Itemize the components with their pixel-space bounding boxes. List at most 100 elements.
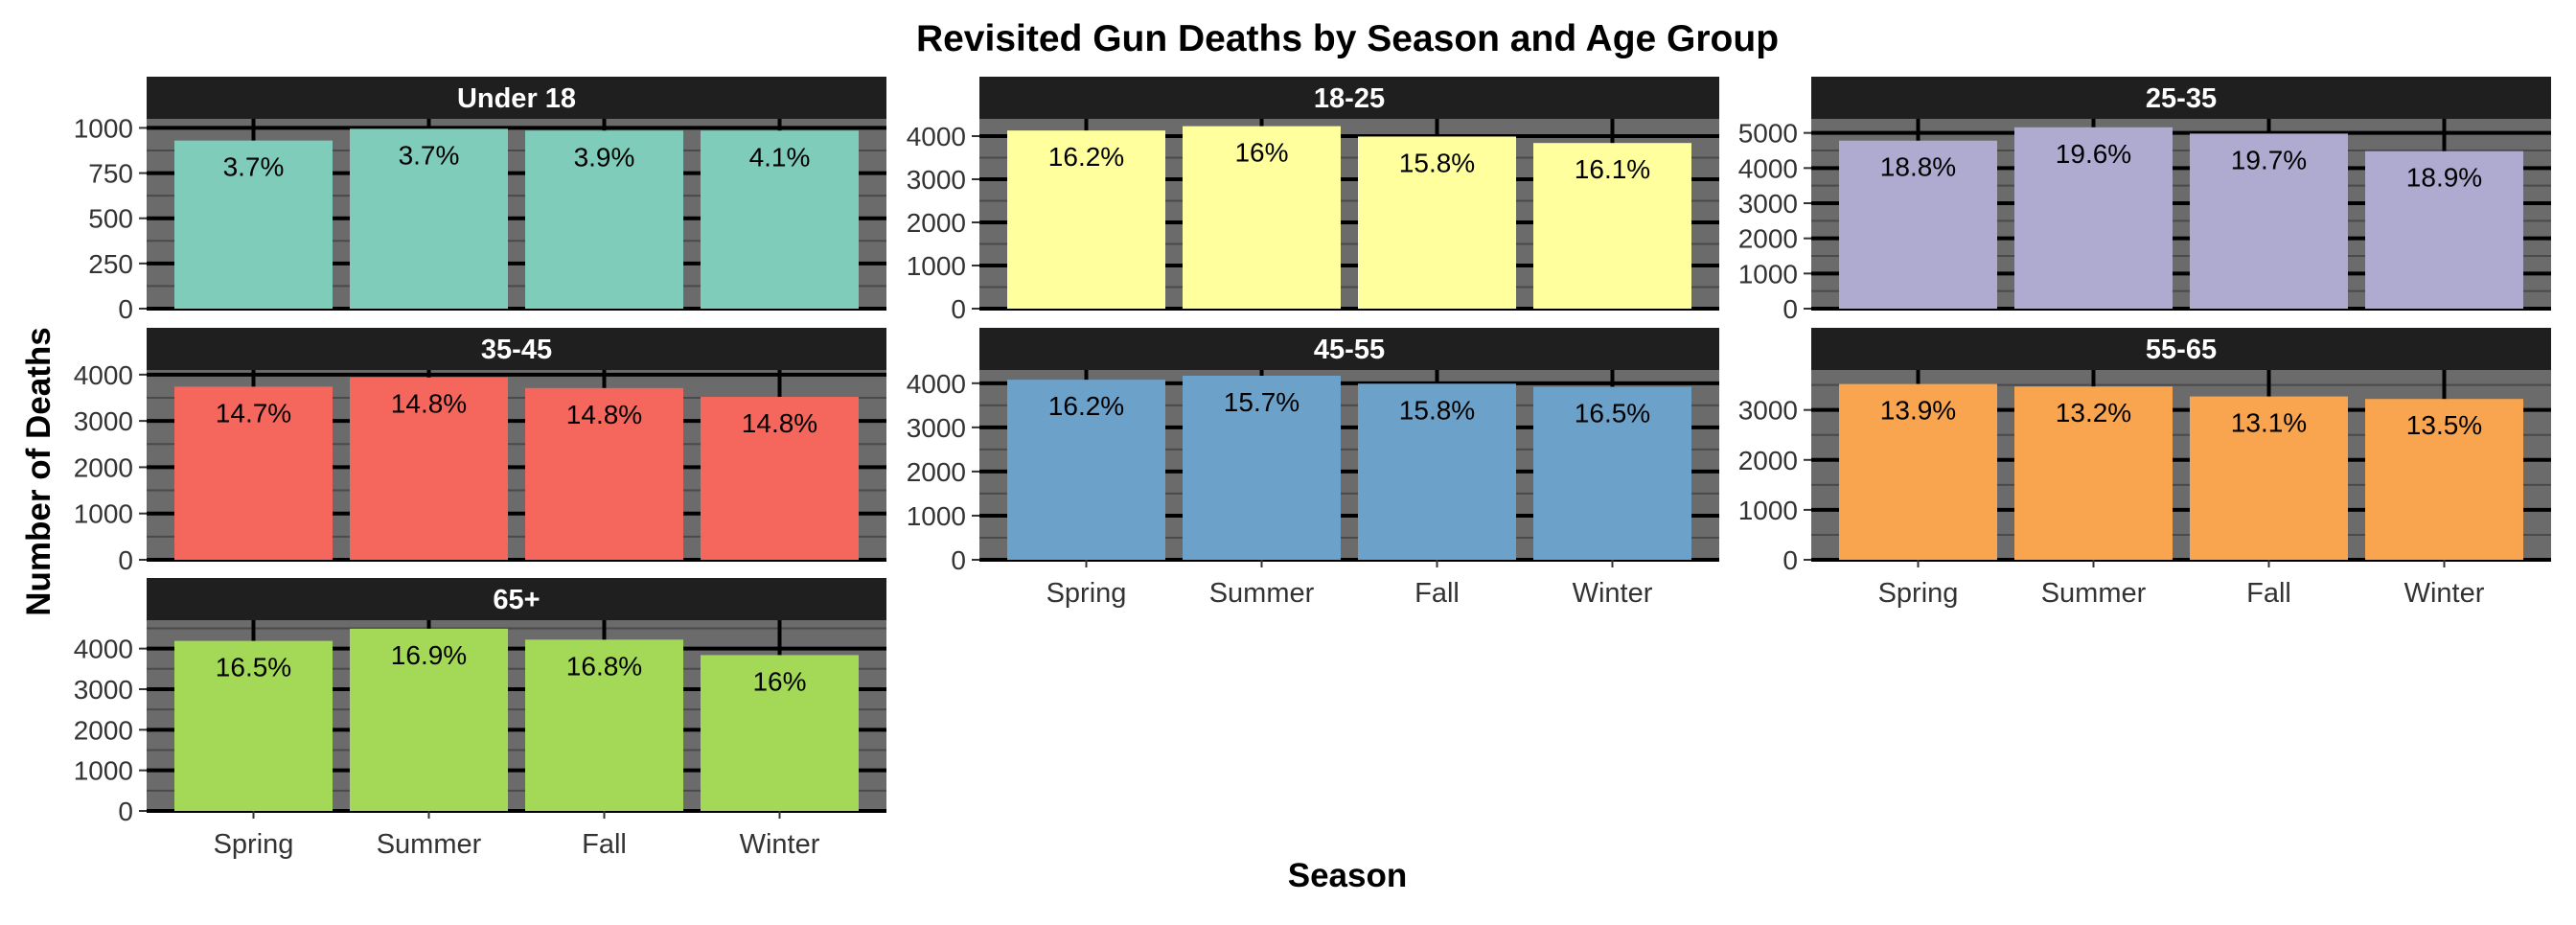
bar-65-winter (701, 655, 859, 811)
data-label: 16% (752, 666, 806, 696)
x-tick-label: Fall (1414, 578, 1460, 609)
y-tick-label: 0 (1782, 545, 1798, 575)
y-tick-label: 4000 (74, 635, 133, 664)
x-tick-label: Summer (2041, 578, 2147, 609)
y-tick-label: 2000 (907, 208, 966, 238)
y-tick-label: 1000 (907, 251, 966, 281)
bar-25-35-fall (2190, 133, 2348, 309)
y-tick-label: 3000 (907, 165, 966, 195)
x-axis-title: Season (1288, 857, 1408, 894)
data-label: 15.8% (1399, 395, 1475, 425)
facet-45-55: 45-55 0 1000 2000 3000 4000 16.2% 15.7% 15.8% 16.… (907, 328, 1719, 609)
data-label: 14.8% (742, 408, 817, 438)
bar-65-fall (525, 639, 683, 811)
facet-strip (147, 328, 886, 370)
y-tick-label: 2000 (907, 457, 966, 487)
bar-under-18-winter (701, 130, 859, 309)
y-tick-label: 0 (951, 545, 966, 575)
bar-25-35-summer (2014, 127, 2173, 309)
chart-title: Revisited Gun Deaths by Season and Age G… (916, 18, 1779, 59)
data-label: 13.1% (2231, 408, 2307, 438)
facet-title: 25-35 (2146, 83, 2217, 114)
facet-panels: Under 18 0 250 500 750 1000 3.7% 3.7% 3.9% 4.1% 18… (74, 77, 2551, 860)
y-tick-label: 3000 (74, 406, 133, 436)
x-tick-label: Summer (1209, 578, 1315, 609)
y-tick-label: 4000 (1738, 153, 1798, 183)
data-label: 16.5% (1575, 398, 1650, 428)
y-tick-label: 2000 (74, 715, 133, 745)
bar-65-summer (350, 628, 508, 811)
bar-65-spring (174, 640, 333, 811)
data-label: 14.8% (566, 400, 642, 429)
facet-65: 65+ 0 1000 2000 3000 4000 16.5% 16.9% 16.8% 16% Sp… (74, 578, 886, 860)
y-tick-label: 1000 (74, 499, 133, 529)
bar-25-35-winter (2365, 150, 2523, 309)
y-tick-label: 4000 (907, 369, 966, 399)
facet-title: Under 18 (457, 83, 576, 114)
y-tick-label: 1000 (74, 756, 133, 786)
facet-strip (147, 77, 886, 119)
data-label: 3.7% (223, 152, 285, 182)
y-tick-label: 0 (118, 545, 133, 575)
data-label: 16.8% (566, 651, 642, 681)
y-tick-label: 3000 (907, 413, 966, 443)
bar-18-25-spring (1007, 130, 1165, 309)
data-label: 13.5% (2406, 410, 2482, 440)
y-tick-label: 2000 (1738, 224, 1798, 254)
facet-55-65: 55-65 0 1000 2000 3000 13.9% 13.2% 13.1% 13.5% Sp… (1738, 328, 2551, 609)
bar-under-18-spring (174, 140, 333, 309)
y-tick-label: 0 (118, 294, 133, 324)
data-label: 14.7% (216, 398, 291, 428)
facet-strip (979, 77, 1719, 119)
bar-under-18-fall (525, 130, 683, 309)
x-tick-label: Winter (2404, 578, 2485, 609)
facet-title: 35-45 (481, 335, 552, 365)
y-tick-label: 3000 (1738, 396, 1798, 426)
y-tick-label: 1000 (74, 113, 133, 143)
bar-18-25-winter (1533, 143, 1691, 309)
data-label: 3.9% (574, 142, 635, 172)
y-tick-label: 1000 (1738, 496, 1798, 525)
data-label: 18.9% (2406, 163, 2482, 193)
y-tick-label: 4000 (74, 360, 133, 390)
facet-strip (147, 578, 886, 620)
data-label: 16% (1234, 138, 1288, 168)
y-tick-label: 3000 (74, 675, 133, 705)
data-label: 16.9% (391, 640, 467, 670)
bar-55-65-summer (2014, 386, 2173, 560)
data-label: 13.9% (1880, 396, 1956, 426)
y-tick-label: 0 (1782, 294, 1798, 324)
x-tick-label: Winter (1573, 578, 1653, 609)
x-tick-label: Fall (2246, 578, 2291, 609)
facet-strip (979, 328, 1719, 370)
x-tick-label: Fall (582, 829, 627, 860)
data-label: 3.7% (399, 140, 460, 170)
bar-45-55-spring (1007, 380, 1165, 560)
bar-55-65-fall (2190, 396, 2348, 560)
facet-title: 55-65 (2146, 335, 2217, 365)
data-label: 4.1% (749, 142, 811, 172)
data-label: 15.7% (1224, 387, 1300, 417)
bar-55-65-winter (2365, 399, 2523, 560)
bar-35-45-spring (174, 386, 333, 560)
y-tick-label: 750 (88, 159, 133, 189)
facet-18-25: 18-25 0 1000 2000 3000 4000 16.2% 16% 15.8% 16.1% (907, 77, 1719, 324)
y-tick-label: 1000 (1738, 259, 1798, 289)
x-tick-label: Spring (214, 829, 294, 860)
y-tick-label: 0 (118, 797, 133, 826)
y-tick-label: 500 (88, 204, 133, 234)
bar-18-25-summer (1183, 126, 1341, 309)
data-label: 18.8% (1880, 152, 1956, 182)
facet-25-35: 25-35 0 1000 2000 3000 4000 5000 18.8% 19.6% 19.7… (1738, 77, 2551, 324)
facet-strip (1811, 77, 2551, 119)
y-tick-label: 2000 (1738, 446, 1798, 475)
data-label: 16.2% (1048, 142, 1124, 172)
data-label: 13.2% (2056, 398, 2131, 428)
data-label: 16.1% (1575, 154, 1650, 184)
data-label: 15.8% (1399, 148, 1475, 177)
x-tick-label: Winter (740, 829, 820, 860)
x-tick-label: Spring (1878, 578, 1959, 609)
bar-under-18-summer (350, 128, 508, 309)
